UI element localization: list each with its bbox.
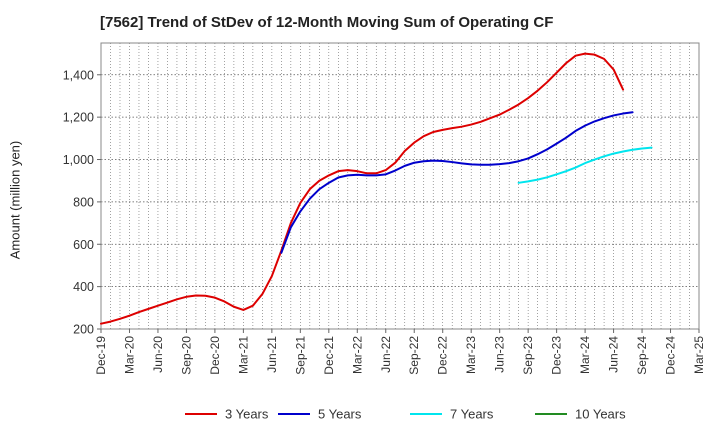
x-tick-label: Jun-20 [151,336,165,373]
x-tick-label: Mar-24 [578,336,592,374]
y-tick-label: 400 [73,280,94,294]
legend-label: 3 Years [225,407,269,422]
x-tick-label: Jun-23 [493,336,507,373]
x-tick-label: Dec-19 [94,336,108,375]
chart-title: [7562] Trend of StDev of 12-Month Moving… [100,14,554,31]
x-tick-label: Dec-21 [322,336,336,375]
x-tick-label: Sep-23 [521,336,535,375]
x-tick-label: Jun-24 [607,336,621,373]
x-tick-label: Mar-23 [464,336,478,374]
x-tick-label: Dec-24 [664,336,678,375]
x-tick-label: Jun-22 [379,336,393,373]
plot-background [101,43,699,329]
x-tick-label: Mar-25 [692,336,706,374]
series-line [517,146,653,184]
y-tick-label: 800 [73,195,94,209]
series-line [100,52,625,325]
legend-label: 7 Years [450,407,494,422]
y-tick-label: 200 [73,323,94,337]
x-tick-label: Mar-21 [236,336,250,374]
x-tick-label: Dec-22 [436,336,450,375]
series-line [280,111,634,254]
x-tick-label: Sep-21 [293,336,307,375]
x-tick-label: Mar-20 [122,336,136,374]
legend-label: 10 Years [575,407,626,422]
plot-frame [100,42,700,330]
y-tick-label: 1,200 [63,111,94,125]
y-tick-label: 1,000 [63,153,94,167]
y-tick-label: 1,400 [63,68,94,82]
x-tick-label: Dec-20 [208,336,222,375]
x-tick-label: Sep-20 [179,336,193,375]
x-tick-label: Jun-21 [265,336,279,373]
x-tick-label: Dec-23 [550,336,564,375]
y-tick-label: 600 [73,238,94,252]
legend-label: 5 Years [318,407,362,422]
x-tick-label: Sep-22 [407,336,421,375]
x-tick-label: Mar-22 [350,336,364,374]
x-tick-label: Sep-24 [635,336,649,375]
